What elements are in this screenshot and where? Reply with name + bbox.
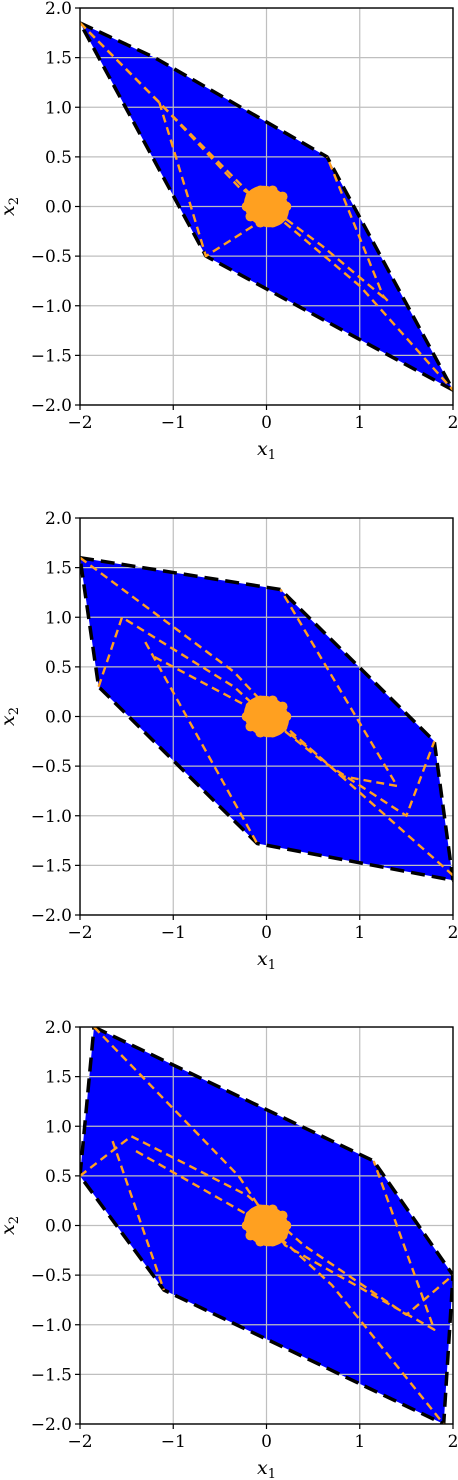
trajectory-core-point	[281, 1220, 292, 1231]
x-axis-label: x1	[257, 1457, 276, 1480]
trajectory-core-point	[245, 211, 256, 222]
x-tick-label: −2	[67, 413, 92, 433]
x-tick-label: 0	[261, 1432, 272, 1452]
y-tick-label: −1.0	[31, 1316, 72, 1336]
y-tick-label: 0.0	[45, 1217, 72, 1237]
x-tick-label: 1	[354, 1432, 365, 1452]
trajectory-core-point	[281, 711, 292, 722]
chart-panel-2: −2 −1 0 1 2 −2.0 −1.5 −1.0 −0.5 0.0 0.5 1.0 1.5 2.0 x1…	[0, 509, 458, 973]
trajectory-core-point	[255, 1236, 266, 1247]
x-tick-label: 1	[354, 413, 365, 433]
trajectory-core-point	[267, 1204, 278, 1215]
y-tick-label: 0.5	[45, 1167, 72, 1187]
y-tick-label: 2.0	[45, 509, 72, 529]
y-tick-label: 0.5	[45, 148, 72, 168]
y-tick-label: 0.5	[45, 658, 72, 678]
x-tick-label: −2	[67, 1432, 92, 1452]
y-axis-label: x2	[0, 1216, 22, 1235]
x-axis-label: x1	[257, 948, 276, 973]
trajectory-core-point	[267, 1236, 278, 1247]
trajectory-line	[158, 101, 277, 258]
y-tick-label: −1.5	[31, 346, 72, 366]
y-tick-label: 1.5	[45, 49, 72, 69]
y-tick-label: −0.5	[31, 247, 72, 267]
y-tick-label: −2.0	[31, 1415, 72, 1435]
x-tick-label: −1	[161, 413, 186, 433]
chart-panel-3: −2 −1 0 1 2 −2.0 −1.5 −1.0 −0.5 0.0 0.5 1.0 1.5 2.0 x1…	[0, 1018, 458, 1480]
y-tick-label: −2.0	[31, 906, 72, 926]
x-tick-label: 2	[448, 1432, 458, 1452]
y-tick-label: −1.0	[31, 807, 72, 827]
trajectory-core-point	[267, 217, 278, 228]
trajectory-core-point	[255, 217, 266, 228]
trajectory-core-point	[255, 1204, 266, 1215]
trajectory-core-point	[267, 185, 278, 196]
x-tick-label: 0	[261, 923, 272, 943]
trajectory-core-point	[245, 1210, 256, 1221]
trajectory-core-point	[277, 721, 288, 732]
trajectory-core-point	[255, 727, 266, 738]
y-tick-label: −1.5	[31, 1365, 72, 1385]
x-tick-label: 1	[354, 923, 365, 943]
trajectory-core-point	[241, 711, 252, 722]
y-axis-label: x2	[0, 707, 22, 726]
trajectory-line	[93, 1027, 436, 1331]
trajectory-core-point	[277, 1210, 288, 1221]
y-tick-label: 2.0	[45, 0, 72, 19]
trajectory-core-point	[245, 1230, 256, 1241]
x-tick-label: −2	[67, 923, 92, 943]
trajectory-core-point	[241, 201, 252, 212]
x-tick-label: 2	[448, 923, 458, 943]
y-tick-label: −2.0	[31, 396, 72, 416]
x-tick-label: 2	[448, 413, 458, 433]
plot-area	[80, 518, 453, 915]
x-tick-label: 0	[261, 413, 272, 433]
chart-panel-1: −2 −1 0 1 2 −2.0 −1.5 −1.0 −0.5 0.0 0.5 1.0 1.5 2.0 x1…	[0, 0, 458, 463]
trajectory-core-point	[241, 1220, 252, 1231]
region-boundary	[80, 21, 453, 392]
y-tick-label: 2.0	[45, 1018, 72, 1038]
plot-area	[80, 1027, 453, 1424]
trajectory-core-point	[281, 201, 292, 212]
y-tick-label: 1.5	[45, 1068, 72, 1088]
y-tick-label: 0.0	[45, 708, 72, 728]
y-tick-label: −0.5	[31, 757, 72, 777]
y-tick-label: −1.5	[31, 856, 72, 876]
trajectory-core-point	[245, 721, 256, 732]
y-tick-label: 0.0	[45, 198, 72, 218]
trajectory-core-point	[277, 211, 288, 222]
y-tick-label: 1.0	[45, 1117, 72, 1137]
trajectory-core-point	[255, 695, 266, 706]
trajectory-core-point	[245, 191, 256, 202]
trajectory-core-point	[277, 701, 288, 712]
y-tick-label: −0.5	[31, 1266, 72, 1286]
trajectory-core-point	[267, 727, 278, 738]
y-tick-label: 1.0	[45, 98, 72, 118]
y-tick-label: 1.5	[45, 559, 72, 579]
trajectory-line	[154, 655, 453, 877]
y-axis-label: x2	[0, 197, 22, 216]
trajectory-line	[80, 1134, 453, 1317]
trajectory-core-point	[277, 1230, 288, 1241]
x-tick-label: −1	[161, 1432, 186, 1452]
x-tick-label: −1	[161, 923, 186, 943]
y-tick-label: 1.0	[45, 608, 72, 628]
x-axis-label: x1	[257, 438, 276, 463]
trajectory-core-point	[277, 191, 288, 202]
trajectory-core-point	[267, 695, 278, 706]
trajectory-line	[80, 22, 453, 391]
trajectory-core-point	[245, 701, 256, 712]
trajectory-core-point	[255, 185, 266, 196]
trajectory-line	[111, 1140, 166, 1291]
trajectory-line	[135, 1150, 445, 1424]
y-tick-label: −1.0	[31, 297, 72, 317]
plot-area	[80, 8, 453, 405]
